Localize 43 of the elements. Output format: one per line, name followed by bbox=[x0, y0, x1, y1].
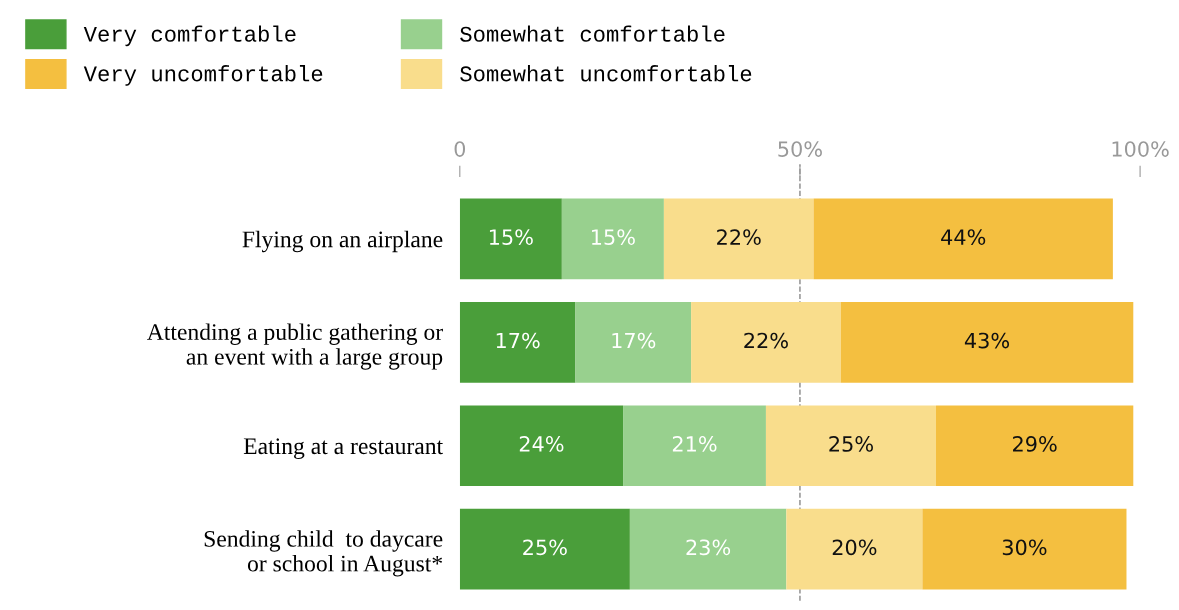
data-label: 30% bbox=[1002, 539, 1047, 556]
bar bbox=[691, 302, 841, 383]
bar bbox=[663, 198, 814, 280]
bar bbox=[459, 405, 624, 487]
legend-label: Somewhat comfortable bbox=[460, 25, 725, 42]
data-label: 29% bbox=[1013, 436, 1057, 452]
data-label: 15% bbox=[489, 229, 533, 245]
y-tick-label: Eating at a restaurant bbox=[243, 438, 443, 459]
x-tick-label: 100% bbox=[1112, 141, 1169, 157]
bar bbox=[629, 508, 787, 590]
bar bbox=[459, 198, 562, 280]
data-label: 22% bbox=[744, 332, 788, 349]
data-label: 17% bbox=[496, 332, 540, 349]
x-tick-label: 50% bbox=[778, 141, 822, 157]
bar bbox=[813, 198, 1113, 280]
bar bbox=[840, 302, 1134, 383]
data-label: 43% bbox=[964, 332, 1010, 349]
bar bbox=[561, 198, 664, 280]
y-tick-label: Attending a public gathering or an event with a large group bbox=[147, 323, 443, 370]
bar bbox=[765, 405, 937, 487]
data-label: 23% bbox=[686, 539, 731, 556]
data-label: 25% bbox=[523, 539, 567, 556]
bar bbox=[459, 302, 576, 383]
bar bbox=[936, 405, 1134, 487]
bar bbox=[922, 508, 1127, 590]
data-label: 25% bbox=[829, 436, 873, 452]
bar bbox=[623, 405, 766, 487]
bar bbox=[575, 302, 692, 383]
bar bbox=[786, 508, 923, 590]
x-tick-label: 0 bbox=[454, 141, 466, 157]
bar bbox=[459, 508, 630, 590]
legend-label: Very comfortable bbox=[83, 25, 296, 47]
y-tick-label: Flying on an airplane bbox=[242, 230, 443, 253]
legend-label: Very uncomfortable bbox=[83, 65, 323, 86]
data-label: 15% bbox=[592, 229, 635, 245]
data-label: 22% bbox=[717, 229, 761, 245]
data-label: 44% bbox=[941, 229, 986, 245]
y-tick-label: Sending child to daycare or school in August* bbox=[204, 530, 443, 577]
legend-label: Somewhat uncomfortable bbox=[460, 65, 752, 82]
data-label: 21% bbox=[672, 436, 717, 452]
data-label: 20% bbox=[832, 539, 877, 556]
data-label: 17% bbox=[612, 332, 656, 349]
data-label: 24% bbox=[519, 436, 564, 452]
